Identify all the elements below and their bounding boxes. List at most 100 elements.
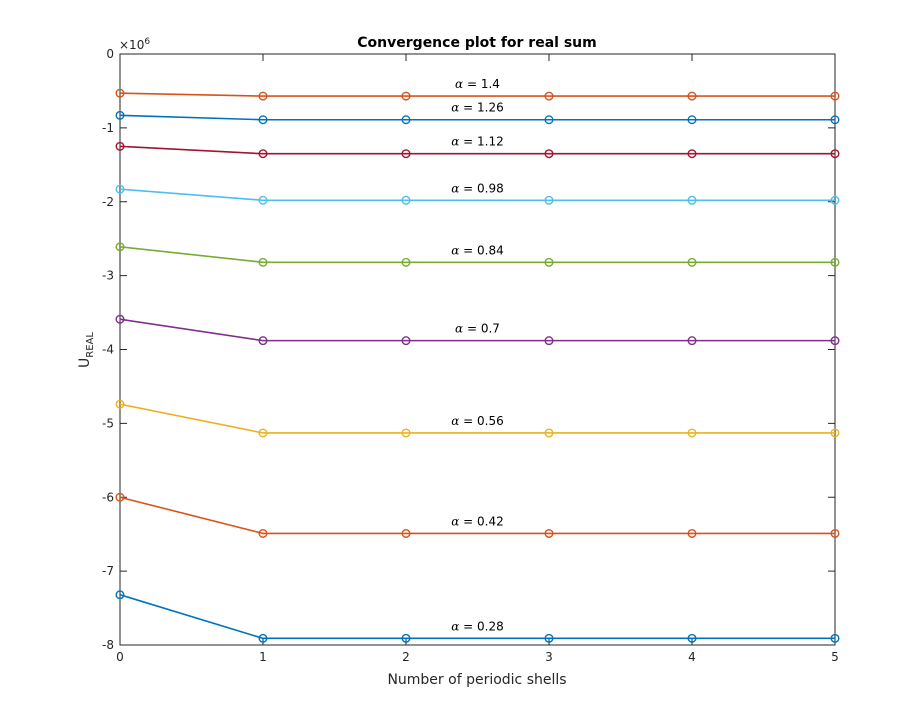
series-4 xyxy=(115,242,840,267)
series-line xyxy=(119,145,835,155)
series-point xyxy=(544,91,554,101)
series-point xyxy=(401,91,411,101)
series-point xyxy=(258,428,268,438)
series-point xyxy=(687,428,697,438)
series-point xyxy=(544,428,554,438)
series-point xyxy=(544,149,554,159)
series-line xyxy=(119,114,835,121)
series-point xyxy=(830,149,840,159)
x-tick-label: 0 xyxy=(116,650,124,664)
series-point xyxy=(544,336,554,346)
series-annotation: α = 0.84 xyxy=(451,243,504,257)
series-point xyxy=(115,314,125,324)
series-7 xyxy=(115,492,840,538)
series-annotation: α = 0.28 xyxy=(451,619,504,633)
series-point xyxy=(830,195,840,205)
series-3 xyxy=(115,184,840,205)
series-line xyxy=(119,403,835,434)
series-point xyxy=(401,257,411,267)
series-point xyxy=(687,257,697,267)
x-tick-label: 5 xyxy=(831,650,839,664)
y-tick-label: -4 xyxy=(102,343,114,357)
y-tick-label: -5 xyxy=(102,416,114,430)
y-axis-exponent: ×106 xyxy=(119,37,150,52)
alpha-value: = 0.56 xyxy=(459,414,503,428)
series-point xyxy=(115,590,125,600)
series-point xyxy=(687,633,697,643)
alpha-value: = 1.4 xyxy=(463,77,500,91)
series-point xyxy=(401,428,411,438)
series-point xyxy=(258,257,268,267)
x-tick-label: 3 xyxy=(545,650,553,664)
series-point xyxy=(687,336,697,346)
series-5 xyxy=(115,314,840,346)
series-point xyxy=(687,528,697,538)
series-point xyxy=(258,633,268,643)
alpha-symbol: α xyxy=(451,181,459,195)
y-tick-label: -6 xyxy=(102,490,114,504)
series-point xyxy=(830,257,840,267)
series-point xyxy=(401,528,411,538)
series-0 xyxy=(115,88,840,101)
y-axis-label: UREAL xyxy=(77,332,96,368)
series-2 xyxy=(115,141,840,159)
y-axis-label-main: U xyxy=(77,358,93,368)
series-annotation: α = 0.7 xyxy=(455,322,500,336)
series-annotation: α = 1.26 xyxy=(451,101,504,115)
alpha-value: = 0.7 xyxy=(463,322,500,336)
x-tick-label: 2 xyxy=(402,650,410,664)
series-point xyxy=(115,242,125,252)
y-tick-label: -3 xyxy=(102,269,114,283)
series-point xyxy=(830,91,840,101)
alpha-symbol: α xyxy=(451,514,459,528)
x-tick-label: 1 xyxy=(259,650,267,664)
series-8 xyxy=(115,590,840,643)
series-point xyxy=(258,195,268,205)
alpha-value: = 0.98 xyxy=(459,181,503,195)
series-annotation: α = 0.42 xyxy=(451,514,504,528)
y-tick-label: -2 xyxy=(102,195,114,209)
series-point xyxy=(830,115,840,125)
series-point xyxy=(687,149,697,159)
series-point xyxy=(401,336,411,346)
y-axis-label-sub: REAL xyxy=(85,332,96,358)
series-annotation: α = 0.56 xyxy=(451,414,504,428)
series-point xyxy=(830,336,840,346)
y-axis-exponent-power: 6 xyxy=(144,37,150,47)
series-point xyxy=(830,528,840,538)
series-6 xyxy=(115,399,840,438)
series-point xyxy=(687,91,697,101)
series-point xyxy=(258,149,268,159)
x-tick-label: 4 xyxy=(688,650,696,664)
series-point xyxy=(401,633,411,643)
series-point xyxy=(401,115,411,125)
series-point xyxy=(544,633,554,643)
alpha-value: = 1.26 xyxy=(459,101,503,115)
x-axis-label: Number of periodic shells xyxy=(387,672,566,688)
y-tick-label: 0 xyxy=(106,47,114,61)
series-point xyxy=(687,195,697,205)
alpha-symbol: α xyxy=(451,619,459,633)
series-line xyxy=(119,593,835,640)
series-point xyxy=(258,336,268,346)
alpha-value: = 0.42 xyxy=(459,514,503,528)
series-point xyxy=(544,257,554,267)
y-axis-exponent-base: ×10 xyxy=(119,38,144,52)
series-line xyxy=(119,246,835,264)
annotations: α = 1.4 α = 1.26 α = 1.12 α = 0.98 α = 0.84 α… xyxy=(451,77,504,633)
series-1 xyxy=(115,110,840,125)
series-line xyxy=(119,496,835,535)
series-point xyxy=(258,115,268,125)
series-annotation: α = 0.98 xyxy=(451,181,504,195)
series-point xyxy=(830,428,840,438)
series-point xyxy=(401,149,411,159)
y-tick-label: -7 xyxy=(102,564,114,578)
alpha-value: = 0.28 xyxy=(459,619,503,633)
y-tick-label: -1 xyxy=(102,121,114,135)
alpha-value: = 1.12 xyxy=(459,135,503,149)
series-point xyxy=(830,633,840,643)
series-line xyxy=(119,188,835,202)
series-point xyxy=(115,399,125,409)
series-point xyxy=(258,91,268,101)
